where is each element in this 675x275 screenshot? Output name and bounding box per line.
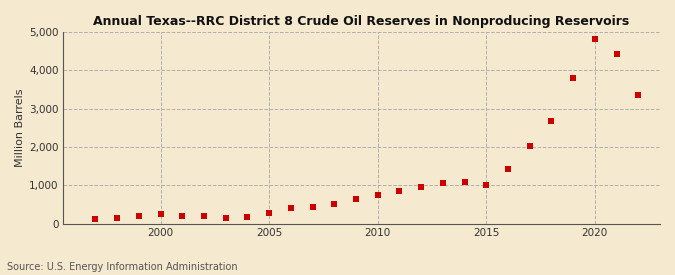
Point <box>350 197 361 201</box>
Text: Source: U.S. Energy Information Administration: Source: U.S. Energy Information Administ… <box>7 262 238 272</box>
Point <box>329 202 340 207</box>
Point <box>589 37 600 41</box>
Point <box>611 52 622 56</box>
Point <box>416 185 427 189</box>
Y-axis label: Million Barrels: Million Barrels <box>15 89 25 167</box>
Point <box>437 181 448 185</box>
Point <box>546 119 557 123</box>
Point <box>568 75 578 80</box>
Point <box>177 214 188 218</box>
Point <box>459 180 470 185</box>
Point <box>481 183 491 187</box>
Point <box>394 189 405 193</box>
Point <box>373 192 383 197</box>
Point <box>90 217 101 221</box>
Point <box>242 214 253 219</box>
Point <box>264 210 275 215</box>
Point <box>307 204 318 209</box>
Point <box>524 144 535 148</box>
Point <box>134 214 144 218</box>
Title: Annual Texas--RRC District 8 Crude Oil Reserves in Nonproducing Reservoirs: Annual Texas--RRC District 8 Crude Oil R… <box>93 15 630 28</box>
Point <box>286 205 296 210</box>
Point <box>198 214 209 218</box>
Point <box>220 216 231 220</box>
Point <box>155 212 166 216</box>
Point <box>503 167 514 171</box>
Point <box>112 215 123 220</box>
Point <box>633 92 644 97</box>
